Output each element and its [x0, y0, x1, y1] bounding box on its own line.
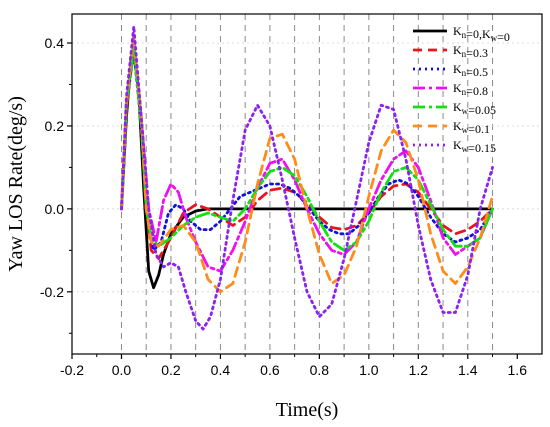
x-tick-label: 0.6	[260, 362, 280, 378]
x-tick-label: 1.6	[508, 362, 528, 378]
series-line-6	[120, 33, 494, 294]
y-tick-label: 0.0	[45, 201, 65, 217]
legend-label-1: Kn=0,Kw=0	[453, 24, 510, 44]
y-axis-title: Yaw LOS Rate(deg/s)	[5, 96, 27, 272]
legend-label-3: Kn=0.5	[453, 62, 488, 79]
x-tick-label: 0.2	[161, 362, 181, 378]
legend-label-4: Kn=0.8	[453, 81, 488, 98]
series-line-5	[120, 45, 494, 252]
plot-frame	[71, 13, 543, 355]
legend-label-2: Kn=0.3	[453, 43, 488, 60]
y-tick-label: 0.4	[45, 35, 65, 51]
x-tick-label: -0.2	[60, 362, 84, 378]
legend-label-7: Kw=0.15	[453, 138, 496, 155]
series-layer	[120, 25, 494, 331]
y-tick-label: 0.2	[45, 118, 65, 134]
legend: Kn=0,Kw=0Kn=0.3 Kn=0.5 Kn=0.8 Kw=0.05 Kw=0.1…	[413, 24, 510, 155]
x-tick-label: 1.4	[458, 362, 478, 378]
series-line-4	[120, 41, 494, 273]
tick-layer: -0.2 0.0 0.2 0.4 0.6 0.8 1.0 1.2 1.4 1.6 -0.2 0.0 0.…	[40, 35, 527, 378]
x-tick-label: 0.4	[211, 362, 231, 378]
legend-label-6: Kw=0.1	[453, 119, 490, 136]
x-tick-label: 1.2	[409, 362, 429, 378]
series-line-2	[120, 45, 494, 260]
x-tick-label: 0.8	[310, 362, 330, 378]
legend-label-5: Kw=0.05	[453, 100, 496, 117]
x-axis-title: Time(s)	[276, 399, 339, 421]
x-tick-label: 0.0	[112, 362, 132, 378]
y-tick-label: -0.2	[40, 284, 64, 300]
x-tick-label: 1.0	[359, 362, 379, 378]
